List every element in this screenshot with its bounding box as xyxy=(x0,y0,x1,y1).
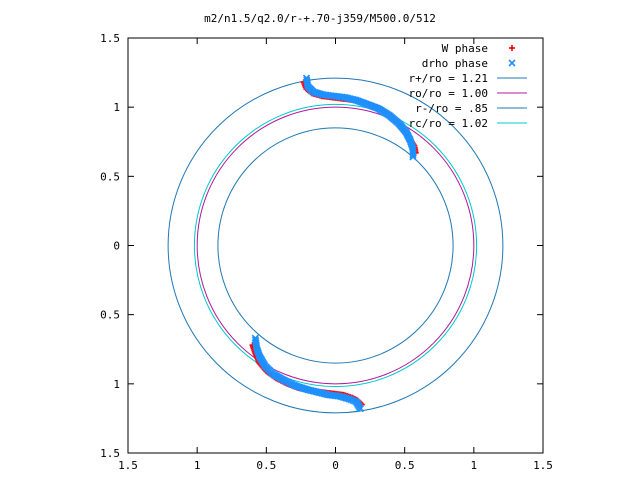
circle-1 xyxy=(196,106,475,385)
x-tick-label: 0 xyxy=(332,459,339,472)
chart-title: m2/n1.5/q2.0/r-+.70-j359/M500.0/512 xyxy=(204,12,436,25)
x-tick-label: 1 xyxy=(471,459,478,472)
cross-b xyxy=(356,405,364,413)
cross-b xyxy=(252,342,260,350)
legend-label: drho phase xyxy=(422,57,488,70)
cross-b xyxy=(351,96,359,104)
cross-b xyxy=(337,393,345,401)
x-tick-label: 1.5 xyxy=(118,459,138,472)
cross-b xyxy=(313,89,321,97)
drho-phase-point xyxy=(409,153,417,161)
cross-b xyxy=(344,395,352,403)
cross-b xyxy=(311,88,319,96)
data-points xyxy=(249,74,419,413)
reference-circles xyxy=(167,77,504,414)
y-tick-label: 1.5 xyxy=(100,447,120,460)
y-tick-label: 1 xyxy=(113,101,120,114)
axis-ticks: 1.5 1 0.5 0 0.5 1 1.51.510.500.511.5 xyxy=(100,32,553,472)
legend-label: rc/ro = 1.02 xyxy=(409,117,488,130)
circle-1-21 xyxy=(167,77,504,414)
legend: W phase drho phase r+/ro = 1.21 ro/ro = 1.0… xyxy=(409,42,527,130)
cross-b xyxy=(339,393,347,401)
cross-b xyxy=(409,151,417,159)
cross-b xyxy=(303,79,311,87)
legend-label: r-/ro = .85 xyxy=(415,102,488,115)
y-tick-label: 1.5 xyxy=(100,32,120,45)
y-tick-label: 1 xyxy=(113,378,120,391)
legend-label: r+/ro = 1.21 xyxy=(409,72,488,85)
legend-cross-marker xyxy=(508,59,516,67)
cross-b xyxy=(309,88,317,96)
y-tick-label: 0.5 xyxy=(100,309,120,322)
drho-phase-point xyxy=(409,151,417,159)
cross-b xyxy=(508,59,516,67)
x-tick-label: 0.5 xyxy=(395,459,415,472)
cross-b xyxy=(314,89,322,97)
cross-b xyxy=(349,95,357,104)
series-cross xyxy=(251,74,417,413)
legend-plus-marker xyxy=(509,45,515,51)
cross-b xyxy=(340,394,349,402)
drho-phase-point xyxy=(356,405,364,413)
x-tick-label: 1.5 xyxy=(533,459,553,472)
legend-label: ro/ro = 1.00 xyxy=(409,87,488,100)
y-tick-label: 0 xyxy=(113,240,120,253)
cross-b xyxy=(336,392,344,400)
cross-b xyxy=(342,394,350,402)
circle-0-85 xyxy=(217,127,454,364)
x-tick-label: 0.5 xyxy=(256,459,276,472)
y-tick-label: 0.5 xyxy=(100,170,120,183)
cross-b xyxy=(303,81,312,89)
legend-label: W phase xyxy=(442,42,488,55)
x-tick-label: 1 xyxy=(194,459,201,472)
cross-b xyxy=(409,153,417,161)
circle-1-02 xyxy=(193,103,478,388)
